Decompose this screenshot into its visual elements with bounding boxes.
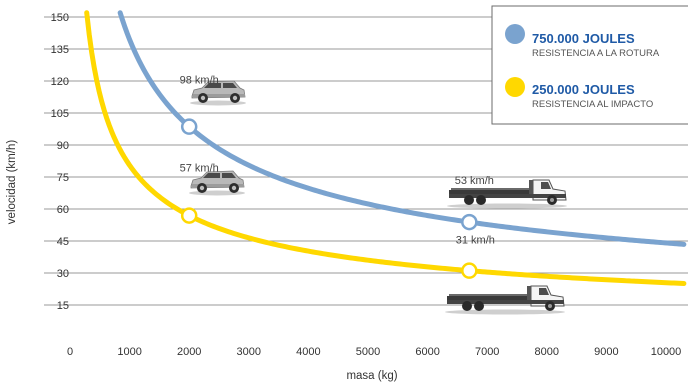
markers	[180, 118, 478, 279]
x-axis-title: masa (kg)	[346, 370, 397, 382]
legend-swatch-750000	[505, 24, 525, 44]
y-tick-label: 75	[57, 172, 69, 184]
x-tick-label: 0	[67, 346, 73, 358]
legend-title-250000: 250.000 JOULES	[532, 82, 635, 97]
y-tick-label: 45	[57, 236, 69, 248]
point-marker	[180, 118, 198, 135]
y-axis-title: velocidad (km/h)	[6, 140, 18, 225]
data-label: 53 km/h	[455, 175, 494, 187]
data-label: 31 km/h	[456, 235, 495, 247]
series-line-750000	[117, 10, 687, 247]
vehicle-icons	[189, 80, 567, 315]
suv-icon	[189, 170, 245, 196]
point-marker	[461, 213, 478, 231]
y-tick-label: 150	[51, 12, 69, 24]
x-tick-label: 5000	[356, 346, 380, 358]
data-label: 98 km/h	[180, 75, 219, 87]
annotations: 98 km/h 53 km/h 57 km/h 31 km/h	[180, 75, 495, 247]
data-label: 57 km/h	[180, 163, 219, 175]
y-tick-label: 90	[57, 140, 69, 152]
x-tick-label: 2000	[177, 346, 201, 358]
legend-swatch-250000	[505, 77, 525, 97]
tick-labels: 15 30 45 60 75 90 105 120 135 150 0 1000 2000 3000 400…	[51, 12, 682, 358]
x-tick-label: 3000	[237, 346, 261, 358]
truck-icon	[447, 179, 567, 209]
y-tick-label: 120	[51, 76, 69, 88]
legend-subtitle-250000: RESISTENCIA AL IMPACTO	[532, 99, 653, 110]
point-marker	[180, 207, 198, 224]
x-tick-label: 4000	[296, 346, 320, 358]
x-tick-label: 7000	[475, 346, 499, 358]
x-tick-label: 6000	[415, 346, 439, 358]
point-marker	[461, 262, 478, 279]
y-tick-label: 105	[51, 108, 69, 120]
truck-icon	[445, 285, 565, 315]
legend: 750.000 JOULES RESISTENCIA A LA ROTURA 2…	[491, 5, 688, 125]
legend-subtitle-750000: RESISTENCIA A LA ROTURA	[532, 48, 660, 59]
suv-icon	[190, 80, 246, 106]
y-tick-label: 30	[57, 268, 69, 280]
legend-title-750000: 750.000 JOULES	[532, 31, 635, 46]
x-tick-label: 10000	[651, 346, 682, 358]
x-tick-label: 8000	[535, 346, 559, 358]
legend-box	[491, 5, 688, 125]
x-tick-label: 9000	[594, 346, 618, 358]
y-tick-label: 15	[57, 300, 69, 312]
x-tick-label: 1000	[117, 346, 141, 358]
y-tick-label: 135	[51, 44, 69, 56]
y-tick-label: 60	[57, 204, 69, 216]
